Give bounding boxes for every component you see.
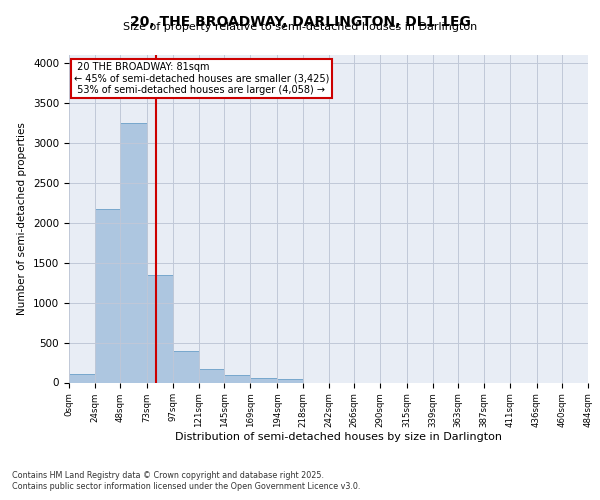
Bar [173, 350, 199, 382]
Bar [199, 370, 224, 382]
Bar [147, 274, 173, 382]
Bar [250, 378, 277, 382]
Text: Contains HM Land Registry data © Crown copyright and database right 2025.: Contains HM Land Registry data © Crown c… [12, 470, 324, 480]
Bar [69, 374, 95, 382]
Text: Contains public sector information licensed under the Open Government Licence v3: Contains public sector information licen… [12, 482, 361, 491]
Text: Size of property relative to semi-detached houses in Darlington: Size of property relative to semi-detach… [123, 22, 477, 32]
Text: 20 THE BROADWAY: 81sqm
← 45% of semi-detached houses are smaller (3,425)
 53% of: 20 THE BROADWAY: 81sqm ← 45% of semi-det… [74, 62, 329, 95]
Text: 20, THE BROADWAY, DARLINGTON, DL1 1EG: 20, THE BROADWAY, DARLINGTON, DL1 1EG [130, 15, 470, 29]
Y-axis label: Number of semi-detached properties: Number of semi-detached properties [17, 122, 28, 315]
Text: Distribution of semi-detached houses by size in Darlington: Distribution of semi-detached houses by … [175, 432, 502, 442]
Bar [95, 209, 121, 382]
Bar [277, 379, 303, 382]
Bar [224, 374, 250, 382]
Bar [121, 123, 147, 382]
